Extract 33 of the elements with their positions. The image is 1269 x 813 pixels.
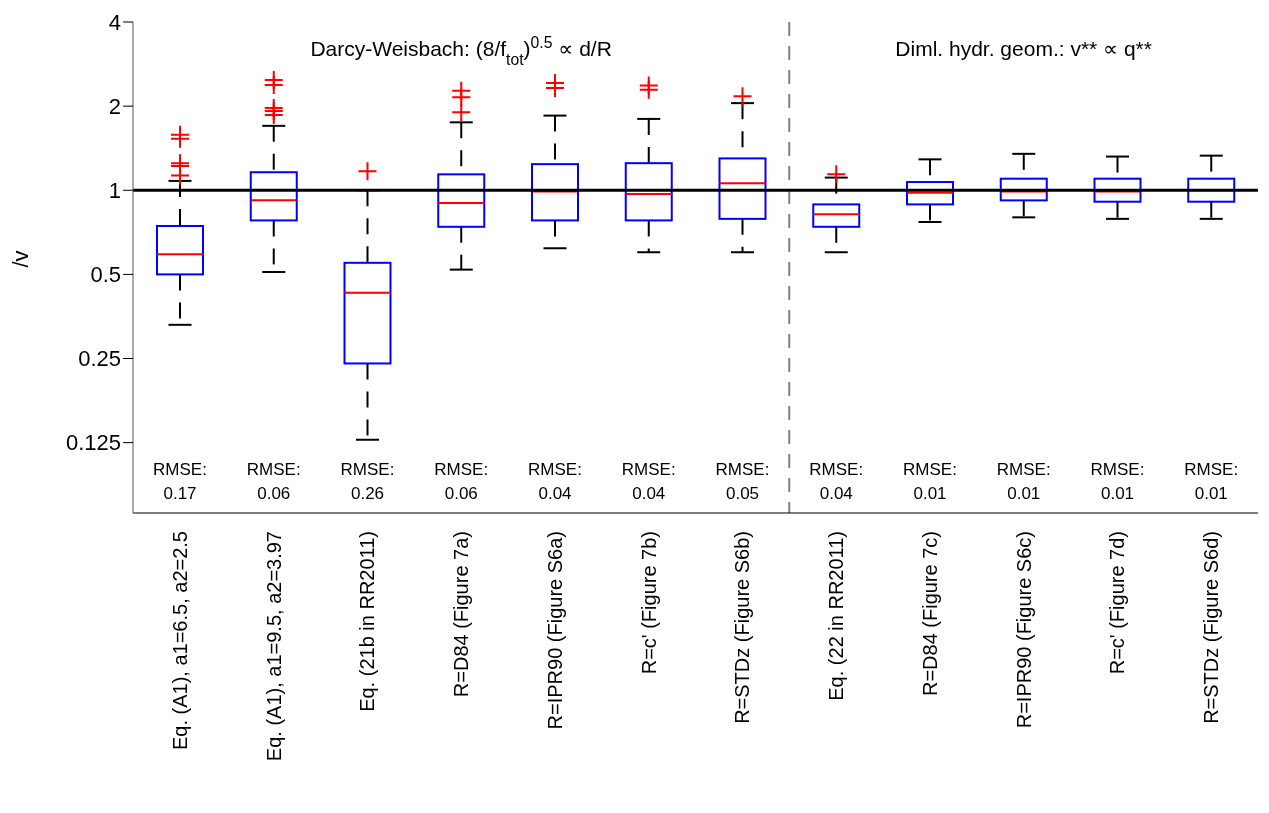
y-tick-label: 2 xyxy=(108,93,121,119)
annotation: Darcy-Weisbach: (8/f$_{tot}$)$^{0.5}$ ∝ d/R xyxy=(310,33,612,68)
x-tick-label: R=STDz (Figure S6b) xyxy=(731,531,754,724)
annotation: RMSE: 0.17 xyxy=(153,460,207,503)
annotation: RMSE: 0.01 xyxy=(1184,460,1239,503)
y-tick-label: 0.125 xyxy=(65,430,121,456)
annotation: RMSE: 0.04 xyxy=(621,460,676,503)
y-axis-title: /v xyxy=(7,250,33,268)
annotation: RMSE: 0.06 xyxy=(246,460,301,503)
x-tick-label: Eq. (22 in RR2011) xyxy=(825,531,848,701)
x-tick-label: R=STDz (Figure S6d) xyxy=(1200,531,1223,724)
x-tick-label: R=IPR90 (Figure S6c) xyxy=(1012,531,1035,729)
x-tick-label: Eq. (21b in RR2011) xyxy=(356,531,379,712)
x-tick-label: R=D84 (Figure 7c) xyxy=(918,531,941,697)
y-tick-label: 4 xyxy=(108,9,121,35)
annotation: RMSE: 0.01 xyxy=(1090,460,1145,503)
x-tick-label: R=D84 (Figure 7a) xyxy=(450,531,473,698)
x-tick-label: Eq. (A1), a1=9.5, a2=3.97 xyxy=(262,531,285,762)
annotation: Diml. hydr. geom.: v** ∝ q** xyxy=(895,37,1152,60)
y-tick-label: 0.5 xyxy=(90,262,121,288)
annotation: RMSE: 0.01 xyxy=(996,460,1051,503)
annotation: RMSE: 0.26 xyxy=(340,460,395,503)
x-tick-label: Eq. (A1), a1=6.5, a2=2.5 xyxy=(168,531,191,751)
y-tick-label: 0.25 xyxy=(78,346,121,372)
annotation: RMSE: 0.04 xyxy=(528,460,582,503)
x-tick-label: R=c' (Figure 7b) xyxy=(637,531,660,675)
annotation: RMSE: 0.01 xyxy=(903,460,957,503)
x-tick-label: R=c' (Figure 7d) xyxy=(1106,531,1129,675)
annotation: RMSE: 0.06 xyxy=(434,460,489,503)
y-tick-label: 1 xyxy=(108,178,121,204)
x-tick-label: R=IPR90 (Figure S6a) xyxy=(543,531,566,730)
annotation: RMSE: 0.04 xyxy=(809,460,864,503)
annotation: RMSE: 0.05 xyxy=(715,460,770,503)
